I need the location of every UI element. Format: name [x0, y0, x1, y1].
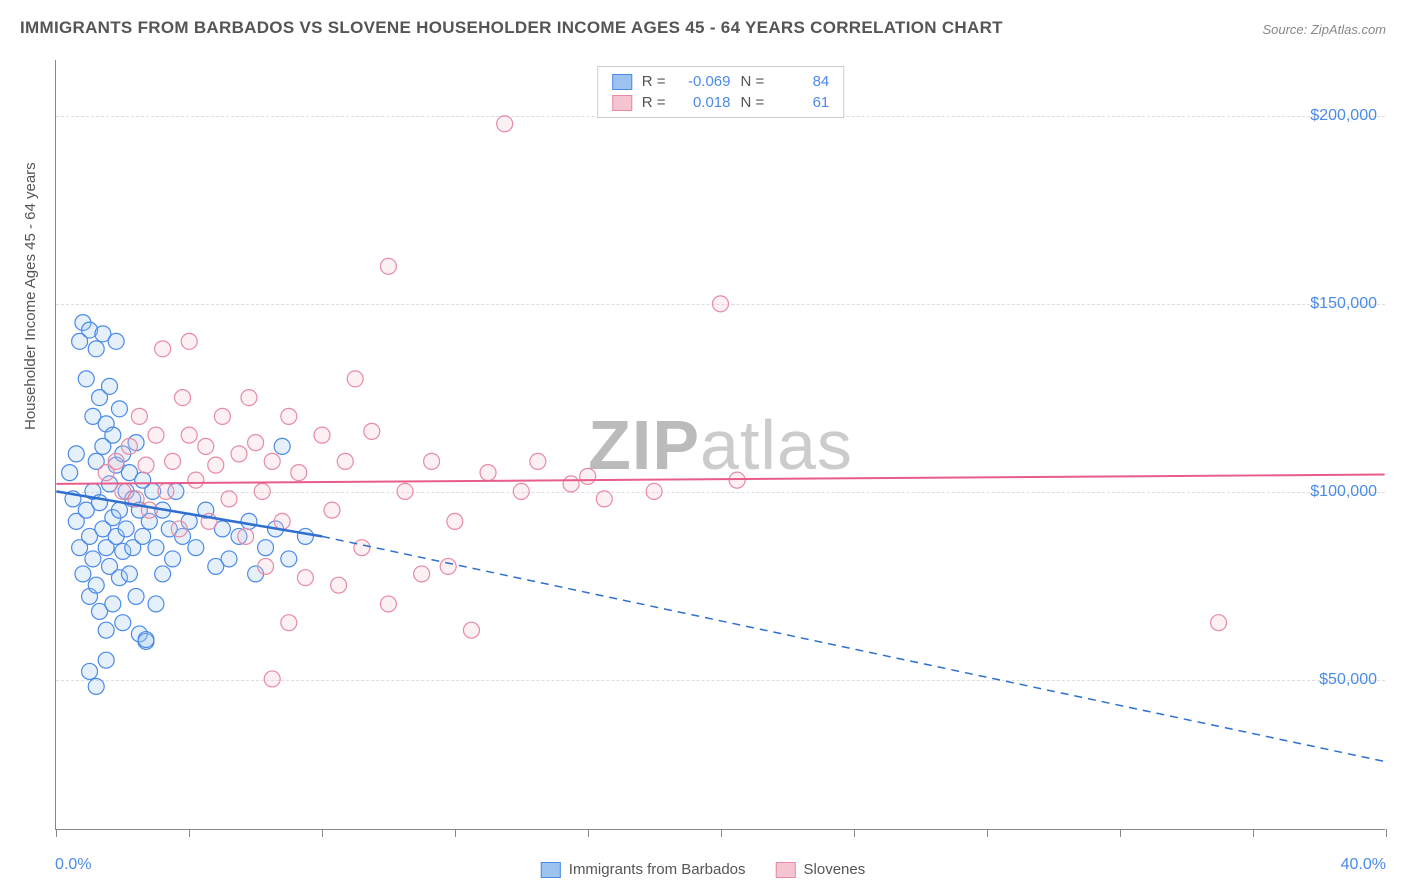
r-value-series1: -0.069 — [676, 73, 731, 90]
legend-label-series1: Immigrants from Barbados — [569, 861, 746, 878]
r-label: R = — [642, 73, 666, 90]
legend-item-series1: Immigrants from Barbados — [541, 861, 746, 878]
n-label: N = — [741, 94, 765, 111]
legend-row-series1: R = -0.069 N = 84 — [612, 73, 830, 90]
plot-area: R = -0.069 N = 84 R = 0.018 N = 61 ZIPat… — [55, 60, 1385, 830]
swatch-series2 — [612, 95, 632, 111]
legend-stats: R = -0.069 N = 84 R = 0.018 N = 61 — [597, 66, 845, 118]
legend-series: Immigrants from Barbados Slovenes — [541, 861, 865, 878]
r-value-series2: 0.018 — [676, 94, 731, 111]
x-min-label: 0.0% — [55, 856, 91, 874]
x-max-label: 40.0% — [1341, 856, 1386, 874]
legend-label-series2: Slovenes — [804, 861, 866, 878]
chart-svg — [56, 60, 1385, 829]
r-label: R = — [642, 94, 666, 111]
chart-title: IMMIGRANTS FROM BARBADOS VS SLOVENE HOUS… — [20, 18, 1003, 38]
y-axis-label: Householder Income Ages 45 - 64 years — [22, 162, 39, 430]
n-label: N = — [741, 73, 765, 90]
swatch-series2-b — [776, 862, 796, 878]
n-value-series1: 84 — [774, 73, 829, 90]
source-label: Source: ZipAtlas.com — [1262, 22, 1386, 37]
swatch-series1 — [612, 74, 632, 90]
legend-row-series2: R = 0.018 N = 61 — [612, 94, 830, 111]
swatch-series1-b — [541, 862, 561, 878]
n-value-series2: 61 — [774, 94, 829, 111]
legend-item-series2: Slovenes — [776, 861, 866, 878]
